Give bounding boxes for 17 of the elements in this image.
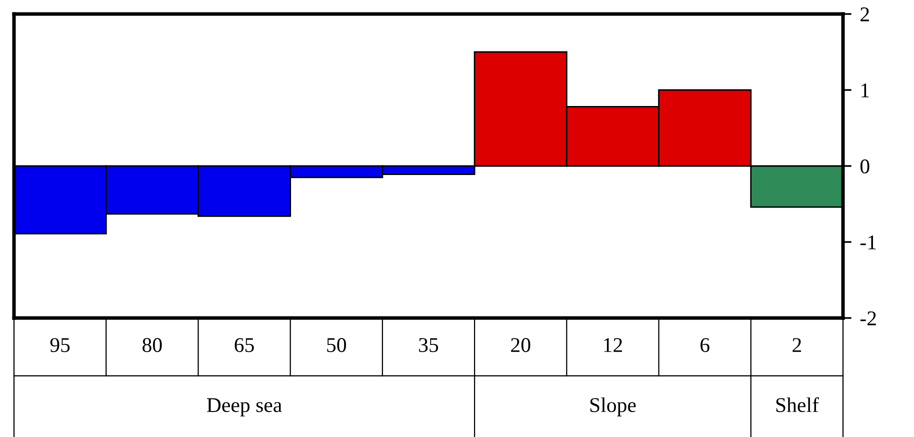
y-tick-label: 1 bbox=[862, 83, 869, 98]
y-tick-label: 2 bbox=[860, 7, 869, 22]
text: Slope bbox=[590, 397, 636, 416]
y-tick-label: -2 bbox=[860, 311, 876, 326]
x-tick-label: 50 bbox=[327, 338, 346, 352]
y-tick-label: 0 bbox=[860, 159, 870, 174]
x-tick-label: 95 bbox=[50, 338, 70, 352]
x-tick-label: 80 bbox=[142, 338, 162, 352]
x-tick-label: 65 bbox=[234, 338, 254, 352]
x-tick-label: 6 bbox=[700, 338, 710, 352]
y-tick-label: -1 bbox=[860, 235, 876, 250]
x-tick-label: 20 bbox=[511, 338, 530, 352]
text: Deep sea bbox=[206, 398, 282, 416]
x-tick-label: 12 bbox=[604, 338, 622, 352]
x-tick-label: 35 bbox=[419, 338, 438, 352]
x-tick-label: 2 bbox=[792, 338, 802, 352]
text: Shelf bbox=[776, 397, 819, 412]
